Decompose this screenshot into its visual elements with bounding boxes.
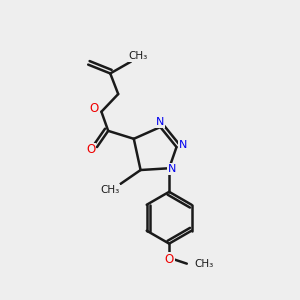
Text: CH₃: CH₃ bbox=[129, 51, 148, 62]
Text: CH₃: CH₃ bbox=[100, 185, 120, 195]
Text: O: O bbox=[86, 143, 95, 157]
Text: O: O bbox=[164, 253, 174, 266]
Text: N: N bbox=[156, 117, 164, 127]
Text: CH₃: CH₃ bbox=[194, 259, 213, 269]
Text: N: N bbox=[179, 140, 187, 150]
Text: N: N bbox=[168, 164, 176, 174]
Text: O: O bbox=[89, 102, 99, 115]
